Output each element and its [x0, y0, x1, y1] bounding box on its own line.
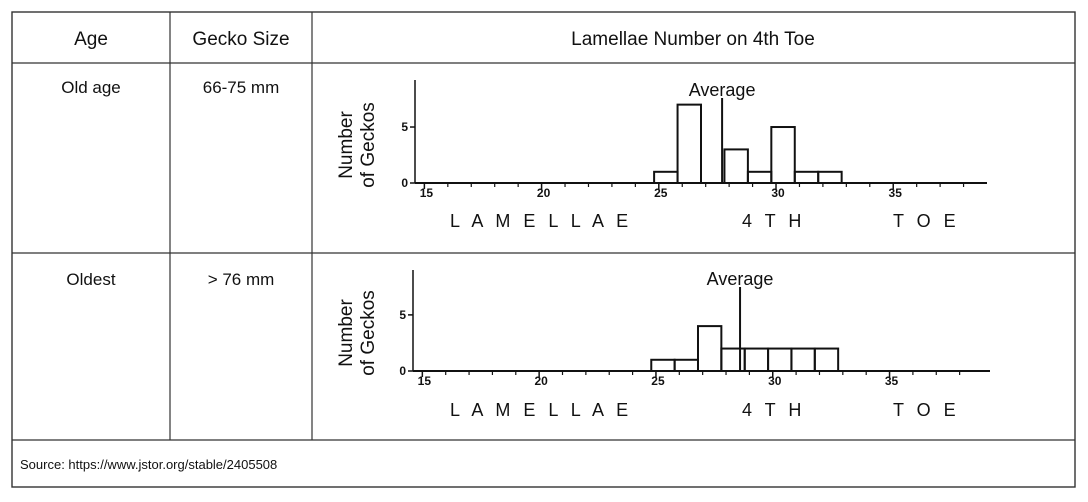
x-tick-label: 15 — [418, 374, 432, 388]
x-axis-title: L A M E L L A E — [450, 211, 632, 231]
x-axis-title: T O E — [893, 400, 960, 420]
header-cell: Lamellae Number on 4th Toe — [571, 29, 815, 50]
x-tick-label: 35 — [885, 374, 899, 388]
x-tick-label: 25 — [651, 374, 665, 388]
histogram-bar — [813, 347, 840, 372]
size-cell: 66-75 mm — [203, 78, 280, 97]
x-tick-label: 15 — [420, 186, 434, 200]
y-axis-title: of Geckos — [358, 290, 379, 376]
size-cell: > 76 mm — [208, 270, 275, 289]
x-tick-label: 20 — [537, 186, 551, 200]
header-cell: Gecko Size — [192, 29, 289, 50]
x-axis-title: L A M E L L A E — [450, 400, 632, 420]
histogram-bar — [817, 170, 843, 185]
y-tick-label: 0 — [399, 364, 406, 378]
histogram-bar — [770, 126, 796, 184]
x-axis-title: 4 T H — [742, 400, 805, 420]
average-label: Average — [707, 269, 774, 289]
histogram-bar — [723, 148, 749, 184]
age-cell: Old age — [61, 78, 121, 97]
x-tick-label: 25 — [654, 186, 668, 200]
x-axis-title: 4 T H — [742, 211, 805, 231]
y-axis-title: of Geckos — [358, 102, 379, 188]
x-tick-label: 20 — [534, 374, 548, 388]
y-axis-title: Number — [336, 299, 357, 367]
header-cell: Age — [74, 29, 108, 50]
y-tick-label: 5 — [401, 120, 408, 134]
source: Source: https://www.jstor.org/stable/240… — [20, 457, 277, 472]
y-axis-title: Number — [336, 111, 357, 179]
x-axis-title: T O E — [893, 211, 960, 231]
average-label: Average — [689, 80, 756, 100]
x-tick-label: 30 — [771, 186, 785, 200]
age-cell: Oldest — [66, 270, 115, 289]
x-tick-label: 30 — [768, 374, 782, 388]
y-tick-label: 5 — [399, 308, 406, 322]
histogram-bar — [676, 103, 702, 184]
x-tick-label: 35 — [889, 186, 903, 200]
table-border — [11, 11, 1076, 488]
y-tick-label: 0 — [401, 176, 408, 190]
